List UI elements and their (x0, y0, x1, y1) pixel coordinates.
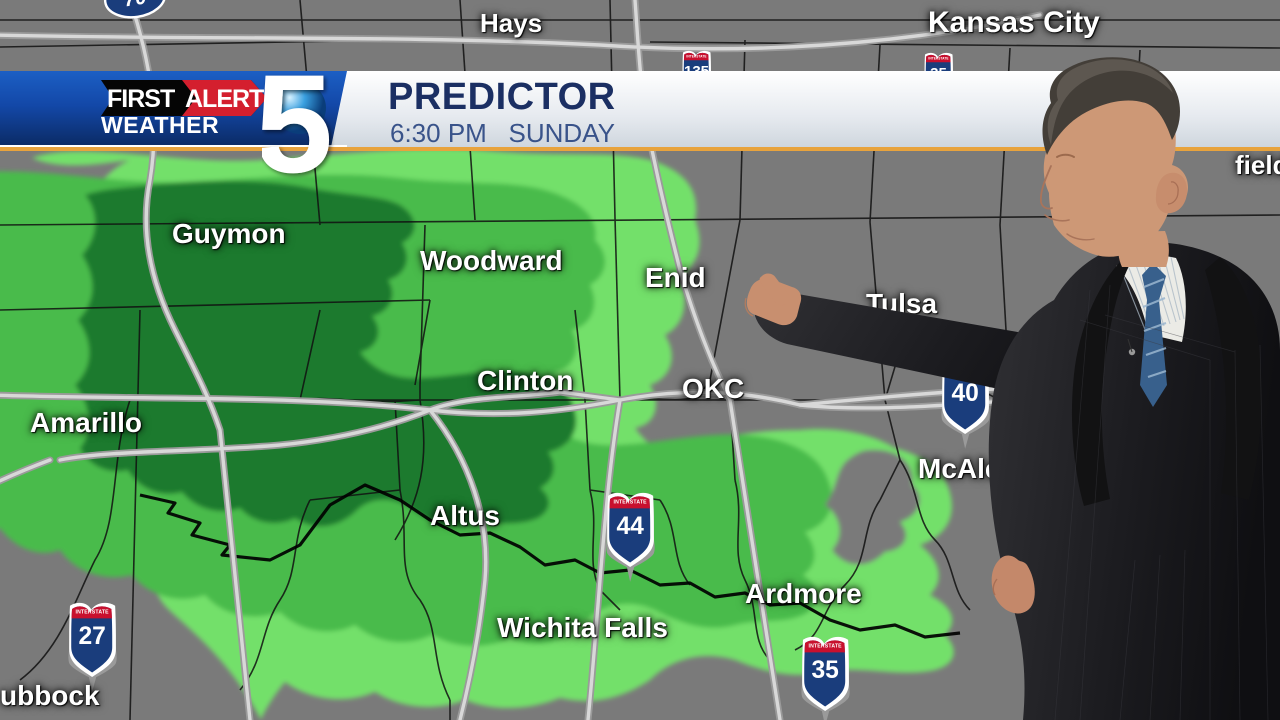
svg-text:5: 5 (262, 58, 333, 198)
svg-text:27: 27 (78, 623, 105, 650)
svg-text:35: 35 (811, 657, 838, 684)
svg-text:FIRST: FIRST (107, 85, 175, 113)
svg-text:44: 44 (616, 513, 644, 540)
svg-text:ALERT: ALERT (185, 85, 264, 113)
